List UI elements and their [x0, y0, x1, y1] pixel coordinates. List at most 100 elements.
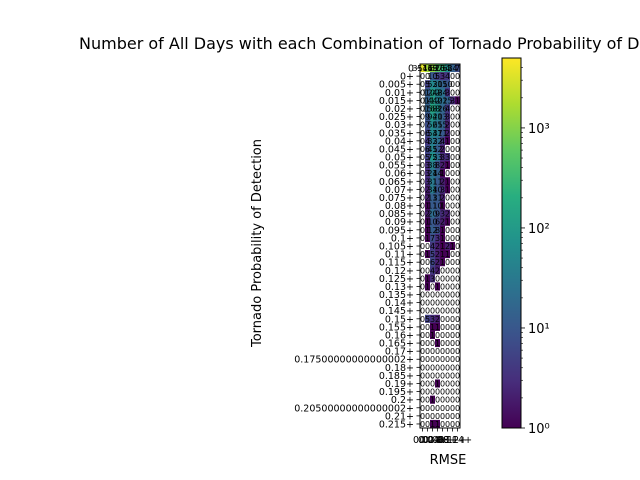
heatmap-cell [450, 322, 456, 332]
heatmap-cell [435, 217, 441, 227]
heatmap-cell [445, 379, 451, 388]
heatmap-cell [450, 355, 456, 364]
cell-value-label: 1 [440, 242, 445, 251]
cell-value-label: 54 [427, 129, 437, 138]
heatmap-cell [435, 177, 441, 186]
cell-value-label: 0 [420, 323, 425, 332]
cell-value-label: 25 [432, 121, 442, 130]
heatmap-cell [445, 387, 451, 396]
heatmap-cell [435, 112, 441, 121]
cell-value-label: 38 [427, 161, 437, 170]
heatmap-cell [435, 355, 441, 364]
cell-value-label: 11 [432, 177, 442, 186]
cell-value-label: 16 [437, 104, 447, 113]
heatmap-cell [455, 161, 461, 170]
cell-value-label: 0 [450, 371, 455, 380]
heatmap-cell [440, 209, 446, 218]
heatmap-cell [430, 258, 436, 267]
heatmap-cell [445, 250, 451, 259]
cell-value-label: 8 [435, 226, 440, 235]
heatmap-cell [450, 371, 456, 380]
cell-value-label: 0 [440, 323, 445, 332]
heatmap-cell [420, 314, 426, 324]
heatmap-cell [450, 339, 456, 348]
heatmap-cell [455, 290, 461, 299]
cell-value-label: 0 [450, 88, 455, 97]
cell-value-label: 1469 [417, 64, 437, 73]
cell-value-label: 14 [447, 64, 457, 73]
cell-value-label: 0 [445, 291, 450, 300]
cell-value-label: 2 [440, 161, 445, 170]
heatmap-cell [455, 112, 461, 121]
cell-value-label: 0 [445, 266, 450, 275]
cell-value-label: 0 [450, 177, 455, 186]
cell-value-label: 1 [445, 161, 450, 170]
cell-value-label: 0 [425, 72, 430, 81]
heatmap-cell [455, 355, 461, 364]
cell-value-label: 0 [420, 96, 425, 105]
heatmap-cell [445, 258, 451, 267]
y-tick-label: 0.165+ [379, 339, 414, 350]
heatmap-cell [445, 233, 451, 243]
cell-value-label: 0 [420, 412, 425, 421]
cell-value-label: 48 [432, 88, 442, 97]
heatmap-cell [455, 104, 461, 113]
heatmap-cell [435, 395, 441, 405]
cell-value-label: 0 [425, 339, 430, 348]
cell-value-label: 0 [420, 153, 425, 162]
cell-value-label: 0 [445, 420, 450, 429]
y-tick-label: 0.105+ [379, 242, 414, 253]
y-tick-label: 0.125+ [379, 274, 414, 285]
cell-value-label: 0 [455, 331, 460, 340]
heatmap-cell [435, 290, 441, 299]
heatmap-cell [420, 290, 426, 299]
cell-value-label: 0 [435, 412, 440, 421]
heatmap-cell [450, 347, 456, 356]
cell-value-label: 1 [440, 202, 445, 211]
heatmap-cell [430, 250, 436, 259]
cell-value-label: 0 [435, 371, 440, 380]
heatmap-cell [440, 144, 446, 154]
cell-value-label: 0 [450, 145, 455, 154]
heatmap-cell [450, 169, 456, 178]
cell-value-label: 264 [435, 64, 450, 73]
cell-value-label: 0 [435, 299, 440, 308]
heatmap-cell [435, 306, 441, 316]
heatmap-cell [455, 233, 461, 243]
cell-value-label: 0 [445, 282, 450, 291]
cell-value-label: 0 [445, 202, 450, 211]
heatmap-cell [440, 112, 446, 121]
heatmap-cell [430, 193, 436, 202]
heatmap-cell [420, 128, 426, 138]
y-tick-label: 0.195+ [379, 387, 414, 398]
cell-value-label: 0 [450, 388, 455, 397]
cell-value-label: 22 [437, 96, 447, 105]
heatmap-cell [455, 330, 461, 340]
cell-value-label: 11 [427, 202, 437, 211]
cell-value-label: 92 [427, 113, 437, 122]
heatmap-cell [425, 152, 431, 162]
heatmap-cell [440, 322, 446, 332]
heatmap-cell [440, 339, 446, 348]
chart-title: Number of All Days with each Combination… [79, 34, 640, 53]
y-tick-label: 0.13+ [385, 282, 414, 293]
heatmap-cell [425, 193, 431, 202]
heatmap-cell [430, 282, 436, 291]
cell-value-label: 0 [440, 291, 445, 300]
cell-value-label: 0 [420, 299, 425, 308]
cell-value-label: 0 [450, 331, 455, 340]
heatmap-cell [420, 225, 426, 235]
heatmap-cell [430, 72, 436, 81]
cell-value-label: 0 [420, 193, 425, 202]
cell-value-label: 0 [445, 226, 450, 235]
cell-value-label: 0 [420, 274, 425, 283]
cell-value-label: 0 [420, 210, 425, 219]
cell-value-label: 0 [455, 355, 460, 364]
heatmap-cell [430, 371, 436, 380]
heatmap-cell [440, 371, 446, 380]
cell-value-label: 0 [455, 104, 460, 113]
y-tick-label: 0.02+ [385, 104, 414, 115]
y-tick-label: 0.17500000000000002+ [294, 355, 414, 366]
heatmap-cell [425, 112, 431, 121]
cell-value-label: 0 [455, 185, 460, 194]
